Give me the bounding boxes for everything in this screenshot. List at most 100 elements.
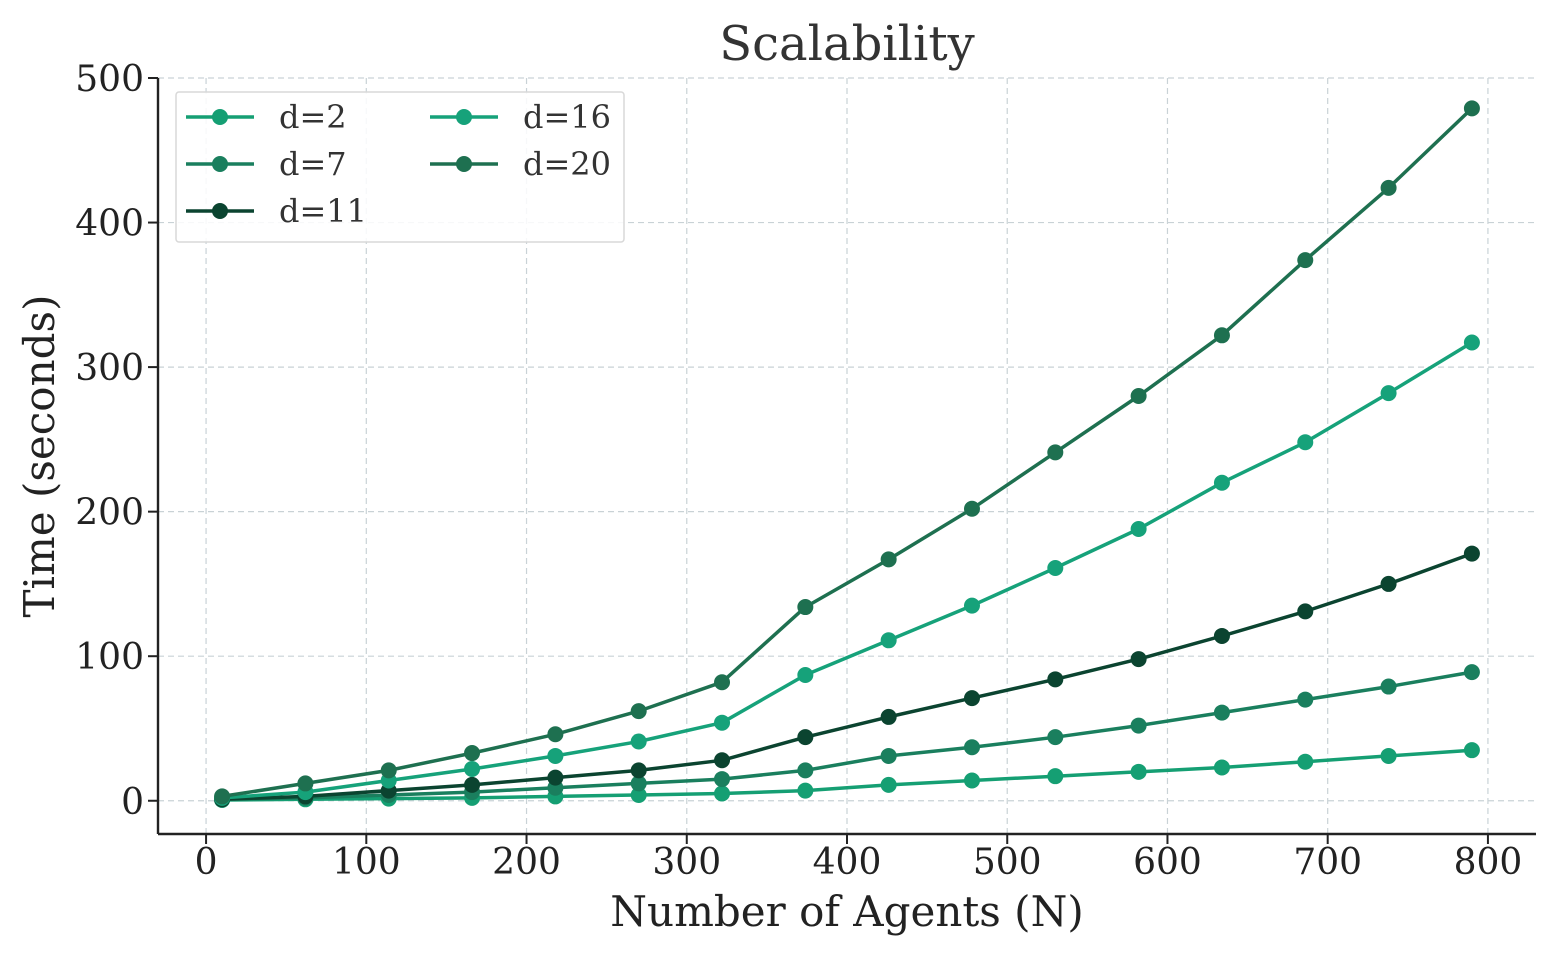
legend-item-d-7: d=7 (186, 145, 347, 183)
data-point-d-20 (880, 551, 897, 568)
x-tick-label: 0 (195, 842, 218, 883)
legend-label: d=2 (279, 98, 347, 136)
series-line-d-20 (220, 106, 1474, 799)
data-point-d-16 (630, 733, 647, 750)
y-tick-label: 500 (75, 59, 144, 100)
data-point-d-2 (1047, 768, 1064, 785)
x-tick-label: 700 (1293, 842, 1362, 883)
x-tick-label: 800 (1454, 842, 1523, 883)
x-tick-label: 100 (332, 842, 401, 883)
data-point-d-16 (1380, 385, 1397, 402)
data-point-d-11 (1463, 545, 1480, 562)
data-point-d-16 (1297, 434, 1314, 451)
data-point-d-7 (1380, 678, 1397, 695)
legend-box (175, 91, 625, 243)
data-point-d-2 (1463, 742, 1480, 759)
data-point-d-16 (714, 714, 731, 731)
data-point-d-7 (963, 739, 980, 756)
legend-swatch-marker (456, 156, 472, 172)
data-point-d-16 (1047, 560, 1064, 577)
legend-label: d=11 (279, 192, 367, 230)
data-point-d-20 (1213, 327, 1230, 344)
legend-swatch-marker (212, 109, 228, 125)
data-point-d-7 (1213, 704, 1230, 721)
data-point-d-16 (797, 666, 814, 683)
data-point-d-11 (880, 708, 897, 725)
data-point-d-11 (797, 729, 814, 746)
series-d-20 (214, 100, 1480, 805)
legend: d=2 d=7 d=11 d=16 d=20 (175, 91, 625, 243)
data-point-d-11 (714, 752, 731, 769)
series-d-7 (214, 664, 1480, 808)
data-point-d-7 (630, 775, 647, 792)
data-point-d-20 (963, 500, 980, 517)
y-tick-label: 400 (75, 204, 144, 245)
legend-label: d=7 (279, 145, 347, 183)
data-point-d-20 (1463, 100, 1480, 117)
data-point-d-11 (1380, 575, 1397, 592)
data-point-d-2 (963, 772, 980, 789)
data-point-d-16 (1463, 334, 1480, 351)
data-point-d-16 (1213, 474, 1230, 491)
data-point-d-20 (1380, 179, 1397, 196)
data-point-d-11 (547, 769, 564, 786)
legend-label: d=20 (523, 145, 611, 183)
data-point-d-2 (880, 776, 897, 793)
y-tick-label: 0 (121, 782, 144, 823)
x-tick-label: 200 (492, 842, 561, 883)
y-axis-title: Time (seconds) (15, 295, 64, 618)
data-point-d-11 (963, 690, 980, 707)
data-point-d-2 (1380, 747, 1397, 764)
legend-item-d-11: d=11 (186, 192, 367, 230)
legend-swatch-marker (456, 109, 472, 125)
legend-label: d=16 (523, 98, 611, 136)
data-point-d-11 (1047, 671, 1064, 688)
y-tick-label: 300 (75, 348, 144, 389)
legend-item-d-20: d=20 (430, 145, 611, 183)
x-axis-title: Number of Agents (N) (610, 887, 1083, 936)
chart-title: Scalability (719, 16, 975, 72)
data-point-d-16 (880, 632, 897, 649)
series-group (214, 100, 1480, 809)
data-point-d-16 (547, 747, 564, 764)
legend-item-d-2: d=2 (186, 98, 347, 136)
data-point-d-7 (1130, 717, 1147, 734)
axes: 0 100 200 300 400 500 600 700 800 0 100 200 300 400 50… (75, 59, 1536, 883)
data-point-d-11 (1130, 651, 1147, 668)
data-point-d-7 (797, 762, 814, 779)
data-point-d-16 (963, 597, 980, 614)
x-tick-label: 500 (973, 842, 1042, 883)
data-point-d-11 (1297, 603, 1314, 620)
data-point-d-20 (630, 703, 647, 720)
data-point-d-2 (630, 786, 647, 803)
data-point-d-11 (464, 776, 481, 793)
data-point-d-2 (714, 785, 731, 802)
legend-item-d-16: d=16 (430, 98, 611, 136)
y-tick-label: 100 (75, 637, 144, 678)
data-point-d-2 (1297, 753, 1314, 770)
data-point-d-7 (1297, 691, 1314, 708)
data-point-d-20 (1130, 388, 1147, 405)
data-point-d-20 (297, 775, 314, 792)
series-d-16 (214, 334, 1480, 806)
x-tick-label: 300 (652, 842, 721, 883)
data-point-d-7 (1463, 664, 1480, 681)
data-point-d-20 (1297, 252, 1314, 269)
data-point-d-16 (464, 760, 481, 777)
data-point-d-20 (380, 762, 397, 779)
data-point-d-2 (797, 782, 814, 799)
data-point-d-11 (630, 762, 647, 779)
y-tick-label: 200 (75, 493, 144, 534)
data-point-d-7 (1047, 729, 1064, 746)
legend-swatch-marker (212, 203, 228, 219)
data-point-d-20 (797, 599, 814, 616)
data-point-d-2 (1213, 759, 1230, 776)
series-line-d-2 (220, 748, 1474, 802)
data-point-d-20 (547, 726, 564, 743)
data-point-d-11 (1213, 627, 1230, 644)
series-line-d-7 (220, 670, 1474, 802)
data-point-d-7 (880, 747, 897, 764)
x-tick-label: 400 (813, 842, 882, 883)
